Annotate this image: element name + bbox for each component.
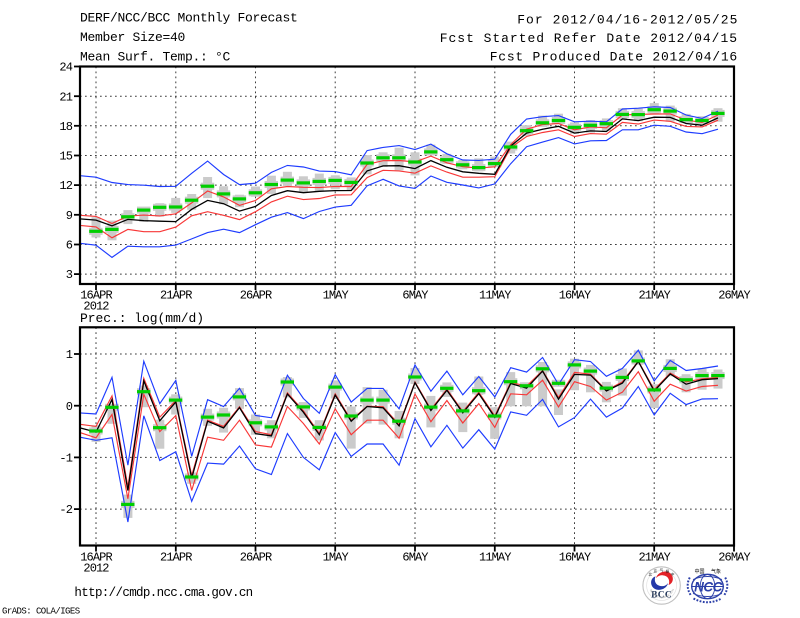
svg-text:6: 6 — [66, 239, 73, 253]
svg-text:24: 24 — [59, 61, 72, 75]
svg-text:Member Size=40: Member Size=40 — [80, 30, 185, 45]
svg-text:21APR: 21APR — [160, 289, 192, 303]
svg-text:http://cmdp.ncc.cma.gov.cn: http://cmdp.ncc.cma.gov.cn — [74, 586, 252, 600]
svg-text:26MAY: 26MAY — [718, 551, 750, 565]
svg-text:For 2012/04/16-2012/05/25: For 2012/04/16-2012/05/25 — [517, 13, 738, 28]
svg-text:11MAY: 11MAY — [479, 289, 511, 303]
svg-text:3: 3 — [66, 268, 73, 282]
svg-text:11MAY: 11MAY — [479, 551, 511, 565]
svg-text:Fcst Produced Date 2012/04/16: Fcst Produced Date 2012/04/16 — [490, 50, 738, 65]
svg-text:中: 中 — [671, 572, 675, 578]
svg-text:气象: 气象 — [711, 568, 721, 575]
svg-text:京: 京 — [654, 569, 658, 575]
svg-text:2012: 2012 — [83, 562, 109, 576]
svg-text:26APR: 26APR — [240, 289, 272, 303]
svg-text:16MAY: 16MAY — [559, 551, 591, 565]
svg-text:26APR: 26APR — [240, 551, 272, 565]
svg-text:BCC: BCC — [651, 590, 672, 600]
svg-text:6MAY: 6MAY — [402, 551, 428, 565]
svg-text:1MAY: 1MAY — [323, 551, 349, 565]
svg-text:1: 1 — [66, 348, 73, 362]
svg-text:候: 候 — [666, 569, 670, 575]
svg-text:Mean Surf. Temp.: °C: Mean Surf. Temp.: °C — [80, 50, 231, 65]
svg-text:气: 气 — [660, 567, 664, 573]
svg-text:Prec.: log(mm/d): Prec.: log(mm/d) — [80, 311, 204, 326]
svg-text:Fcst Started Refer Date 2012/0: Fcst Started Refer Date 2012/04/15 — [440, 31, 738, 46]
svg-text:NCC: NCC — [694, 579, 722, 594]
svg-text:26MAY: 26MAY — [718, 289, 750, 303]
svg-text:21APR: 21APR — [160, 551, 192, 565]
svg-text:6MAY: 6MAY — [402, 289, 428, 303]
svg-text:15: 15 — [59, 150, 72, 164]
svg-text:21: 21 — [59, 90, 72, 104]
svg-text:北: 北 — [649, 572, 653, 578]
svg-text:21MAY: 21MAY — [638, 551, 670, 565]
svg-text:2012: 2012 — [83, 300, 109, 314]
svg-text:16MAY: 16MAY — [559, 289, 591, 303]
svg-text:0: 0 — [66, 400, 73, 414]
svg-text:1MAY: 1MAY — [323, 289, 349, 303]
svg-text:9: 9 — [66, 209, 73, 223]
svg-text:-1: -1 — [59, 452, 72, 466]
svg-text:16APR: 16APR — [80, 551, 112, 565]
svg-text:16APR: 16APR — [80, 289, 112, 303]
svg-text:GrADS: COLA/IGES: GrADS: COLA/IGES — [2, 607, 80, 617]
svg-text:DERF/NCC/BCC Monthly Forecast: DERF/NCC/BCC Monthly Forecast — [80, 11, 298, 26]
svg-text:-2: -2 — [59, 503, 72, 517]
svg-text:中国: 中国 — [695, 568, 705, 575]
svg-text:12: 12 — [59, 179, 72, 193]
svg-text:21MAY: 21MAY — [638, 289, 670, 303]
svg-text:18: 18 — [59, 120, 72, 134]
